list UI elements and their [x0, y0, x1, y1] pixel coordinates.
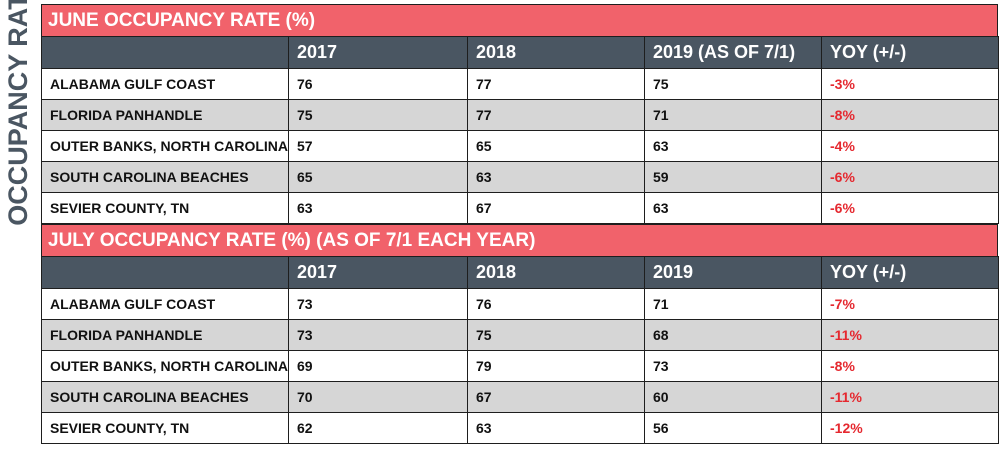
cell-2019: 68: [644, 319, 822, 351]
cell-2018: 65: [467, 130, 645, 162]
cell-2019: 71: [644, 288, 822, 320]
june-occupancy-table: 2017 2018 2019 (AS OF 7/1) YOY (+/-) ALA…: [41, 36, 999, 224]
july-header-2019: 2019: [644, 256, 822, 289]
table-row: SOUTH CAROLINA BEACHES 70 67 60 -11%: [41, 381, 999, 413]
cell-2017: 57: [288, 130, 468, 162]
june-header-2018: 2018: [467, 36, 645, 69]
cell-2017: 63: [288, 192, 468, 224]
june-header-2017: 2017: [288, 36, 468, 69]
cell-yoy: -12%: [821, 412, 999, 444]
row-label: OUTER BANKS, NORTH CAROLINA: [41, 350, 289, 382]
table-row: OUTER BANKS, NORTH CAROLINA 69 79 73 -8%: [41, 350, 999, 382]
row-label: ALABAMA GULF COAST: [41, 68, 289, 100]
cell-2019: 75: [644, 68, 822, 100]
side-label: OCCUPANCY RATE: [0, 0, 36, 225]
row-label: SOUTH CAROLINA BEACHES: [41, 161, 289, 193]
row-label: SEVIER COUNTY, TN: [41, 192, 289, 224]
june-header-yoy: YOY (+/-): [821, 36, 999, 69]
cell-yoy: -7%: [821, 288, 999, 320]
cell-2017: 62: [288, 412, 468, 444]
cell-2017: 65: [288, 161, 468, 193]
june-header-row: 2017 2018 2019 (AS OF 7/1) YOY (+/-): [41, 36, 999, 69]
july-occupancy-table: 2017 2018 2019 YOY (+/-) ALABAMA GULF CO…: [41, 256, 999, 444]
side-label-text: OCCUPANCY RATE: [2, 0, 33, 226]
row-label: SOUTH CAROLINA BEACHES: [41, 381, 289, 413]
june-header-blank: [41, 36, 289, 69]
cell-2017: 73: [288, 288, 468, 320]
table-row: FLORIDA PANHANDLE 75 77 71 -8%: [41, 99, 999, 131]
cell-yoy: -3%: [821, 68, 999, 100]
cell-yoy: -4%: [821, 130, 999, 162]
cell-2018: 79: [467, 350, 645, 382]
july-header-2017: 2017: [288, 256, 468, 289]
cell-2019: 59: [644, 161, 822, 193]
row-label: FLORIDA PANHANDLE: [41, 319, 289, 351]
table-row: SOUTH CAROLINA BEACHES 65 63 59 -6%: [41, 161, 999, 193]
row-label: OUTER BANKS, NORTH CAROLINA: [41, 130, 289, 162]
cell-2017: 76: [288, 68, 468, 100]
table-row: SEVIER COUNTY, TN 63 67 63 -6%: [41, 192, 999, 224]
table-row: FLORIDA PANHANDLE 73 75 68 -11%: [41, 319, 999, 351]
july-header-blank: [41, 256, 289, 289]
cell-2019: 56: [644, 412, 822, 444]
cell-yoy: -8%: [821, 350, 999, 382]
cell-2019: 73: [644, 350, 822, 382]
row-label: FLORIDA PANHANDLE: [41, 99, 289, 131]
cell-2019: 71: [644, 99, 822, 131]
cell-yoy: -6%: [821, 192, 999, 224]
july-header-2018: 2018: [467, 256, 645, 289]
table-row: OUTER BANKS, NORTH CAROLINA 57 65 63 -4%: [41, 130, 999, 162]
cell-2019: 63: [644, 192, 822, 224]
cell-2018: 63: [467, 161, 645, 193]
table-row: ALABAMA GULF COAST 73 76 71 -7%: [41, 288, 999, 320]
cell-2017: 73: [288, 319, 468, 351]
cell-2018: 63: [467, 412, 645, 444]
june-header-2019: 2019 (AS OF 7/1): [644, 36, 822, 69]
june-table-title: JUNE OCCUPANCY RATE (%): [41, 4, 998, 36]
cell-yoy: -8%: [821, 99, 999, 131]
cell-yoy: -6%: [821, 161, 999, 193]
table-row: ALABAMA GULF COAST 76 77 75 -3%: [41, 68, 999, 100]
cell-2017: 75: [288, 99, 468, 131]
cell-2017: 69: [288, 350, 468, 382]
cell-yoy: -11%: [821, 319, 999, 351]
cell-2018: 76: [467, 288, 645, 320]
july-table-title: JULY OCCUPANCY RATE (%) (AS OF 7/1 EACH …: [41, 224, 998, 256]
row-label: ALABAMA GULF COAST: [41, 288, 289, 320]
july-header-yoy: YOY (+/-): [821, 256, 999, 289]
cell-2017: 70: [288, 381, 468, 413]
july-header-row: 2017 2018 2019 YOY (+/-): [41, 256, 999, 289]
cell-yoy: -11%: [821, 381, 999, 413]
cell-2018: 67: [467, 192, 645, 224]
table-row: SEVIER COUNTY, TN 62 63 56 -12%: [41, 412, 999, 444]
cell-2018: 77: [467, 99, 645, 131]
occupancy-tables: JUNE OCCUPANCY RATE (%) 2017 2018 2019 (…: [41, 4, 999, 444]
cell-2018: 77: [467, 68, 645, 100]
cell-2018: 75: [467, 319, 645, 351]
cell-2018: 67: [467, 381, 645, 413]
cell-2019: 60: [644, 381, 822, 413]
row-label: SEVIER COUNTY, TN: [41, 412, 289, 444]
cell-2019: 63: [644, 130, 822, 162]
